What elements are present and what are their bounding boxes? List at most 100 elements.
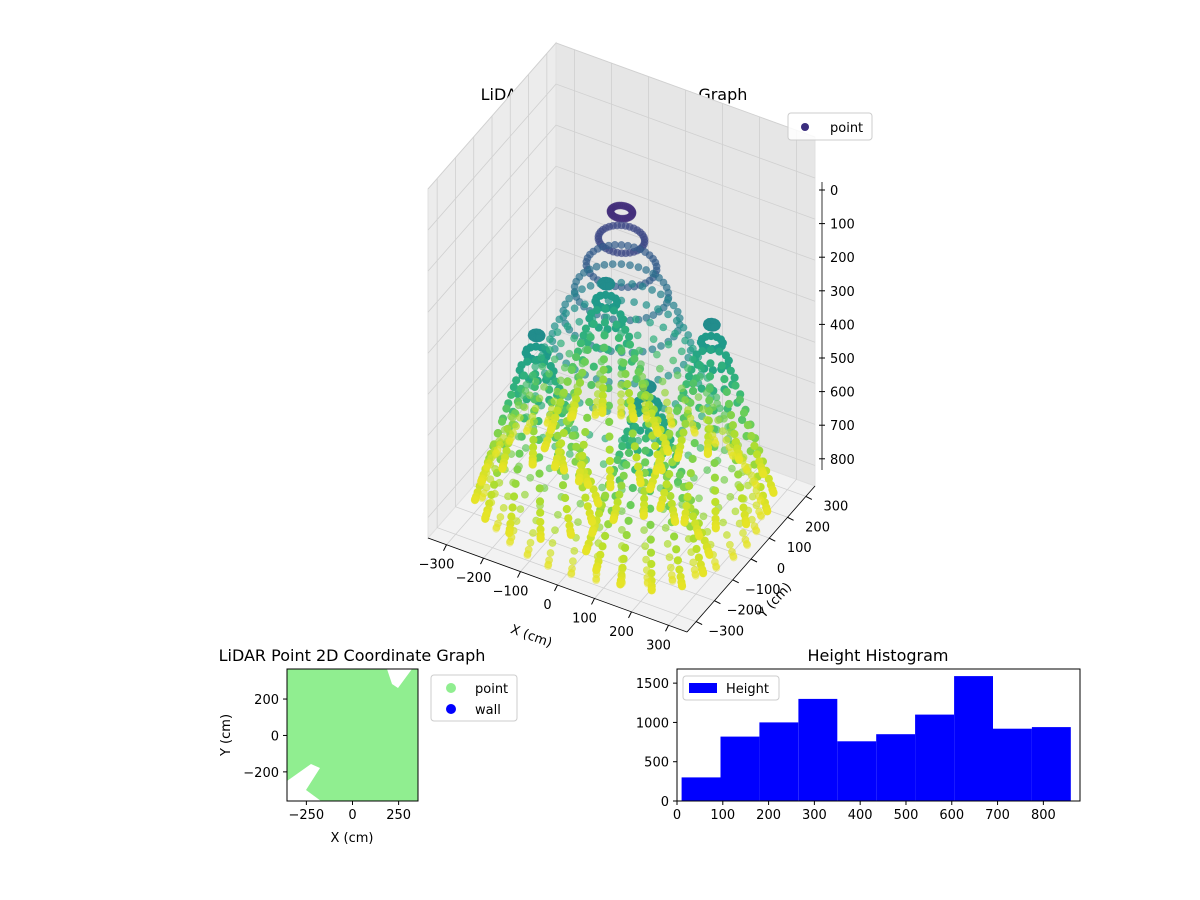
lidar-point: [580, 268, 588, 277]
lidar-point: [511, 479, 520, 488]
lidar-point: [691, 374, 701, 383]
grid-y: [473, 136, 733, 581]
z-tick-3d-label: 100: [830, 218, 855, 233]
lidar-point: [542, 372, 551, 381]
lidar-point: [638, 347, 647, 356]
lidar-point: [673, 454, 682, 463]
x-tick-3d: [443, 544, 447, 551]
lidar-point: [646, 520, 655, 530]
z-tick-3d-label: 0: [830, 184, 838, 199]
lidar-point: [673, 326, 682, 335]
lidar-point: [574, 518, 582, 526]
lidar-point: [589, 319, 598, 329]
lidar-point: [531, 356, 540, 365]
y-tick-3d-label: 100: [787, 541, 812, 556]
lidar-point: [684, 372, 694, 381]
lidar-point: [605, 222, 614, 231]
lidar-point: [703, 450, 712, 459]
lidar-point: [570, 289, 579, 298]
lidar-point: [652, 262, 661, 271]
lidar-point: [586, 333, 595, 342]
lidar-point: [710, 458, 719, 468]
lidar-point: [743, 421, 753, 430]
lidar-point: [530, 382, 539, 392]
lidar-point: [641, 248, 650, 256]
lidar-point: [584, 480, 593, 490]
lidar-point: [589, 247, 598, 256]
lidar-point: [548, 539, 557, 547]
lidar-point: [634, 263, 643, 272]
lidar-point: [664, 293, 673, 302]
lidar-point: [604, 282, 614, 291]
lidar-point: [665, 470, 674, 479]
y-tick-3d: [695, 621, 703, 626]
lidar-point: [649, 273, 657, 282]
lidar-point: [586, 250, 594, 259]
scatter-2d-panel: LiDAR Point 2D Coordinate Graph −250 0 250…: [219, 646, 518, 846]
lidar-point: [492, 524, 500, 533]
lidar-point: [486, 475, 495, 484]
lidar-point: [520, 403, 529, 412]
lidar-point: [586, 269, 594, 278]
lidar-point: [688, 512, 698, 521]
lidar-point: [695, 403, 704, 412]
lidar-point: [617, 390, 625, 399]
lidar-point: [580, 268, 588, 277]
lidar-point: [649, 269, 657, 278]
lidar-point: [596, 227, 605, 236]
lidar-point: [680, 518, 689, 527]
lidar-point: [627, 211, 636, 220]
lidar-point: [659, 404, 668, 413]
lidar-point: [626, 501, 635, 510]
lidar-point: [607, 205, 615, 214]
lidar-point: [654, 305, 662, 313]
lidar-point: [617, 249, 626, 258]
lidar-point: [664, 310, 672, 319]
lidar-point: [591, 411, 600, 420]
lidar-point: [711, 440, 720, 448]
lidar-point: [516, 505, 525, 513]
lidar-point: [669, 301, 678, 310]
lidar-point: [682, 501, 691, 511]
lidar-point: [634, 263, 643, 272]
lidar-point: [611, 213, 620, 222]
lidar-point: [578, 285, 586, 294]
lidar-point: [698, 412, 706, 421]
x-tick-3d-label: 300: [646, 638, 671, 653]
lidar-point: [628, 280, 636, 288]
lidar-point: [675, 314, 684, 323]
lidar-point: [570, 287, 579, 296]
lidar-point: [553, 328, 562, 337]
lidar-point: [666, 563, 675, 572]
lidar-point: [641, 279, 650, 288]
lidar-point: [710, 473, 720, 482]
lidar-point: [575, 272, 584, 281]
y-tick-2d-label: −200: [243, 766, 279, 781]
lidar-point: [646, 318, 654, 327]
lidar-point: [582, 261, 591, 270]
lidar-point: [711, 507, 720, 516]
lidar-point: [628, 207, 636, 215]
lidar-point: [628, 429, 637, 438]
lidar-point: [726, 366, 735, 375]
lidar-point: [664, 340, 673, 349]
lidar-point: [601, 224, 610, 232]
lidar-point: [531, 404, 540, 413]
lidar-point: [617, 221, 626, 230]
lidar-point: [554, 447, 564, 456]
lidar-point: [557, 339, 565, 348]
lidar-point: [563, 322, 572, 331]
lidar-point: [555, 352, 564, 361]
lidar-point: [664, 340, 673, 349]
lidar-point: [638, 230, 647, 239]
lidar-point: [640, 240, 648, 249]
lidar-point: [623, 214, 632, 222]
lidar-point: [640, 240, 648, 249]
grid-z: [427, 288, 816, 436]
lidar-point: [711, 524, 720, 533]
lidar-point: [607, 209, 615, 218]
lidar-point: [592, 262, 601, 271]
lidar-point: [606, 208, 615, 216]
lidar-point: [594, 235, 603, 243]
lidar-point: [640, 238, 649, 246]
